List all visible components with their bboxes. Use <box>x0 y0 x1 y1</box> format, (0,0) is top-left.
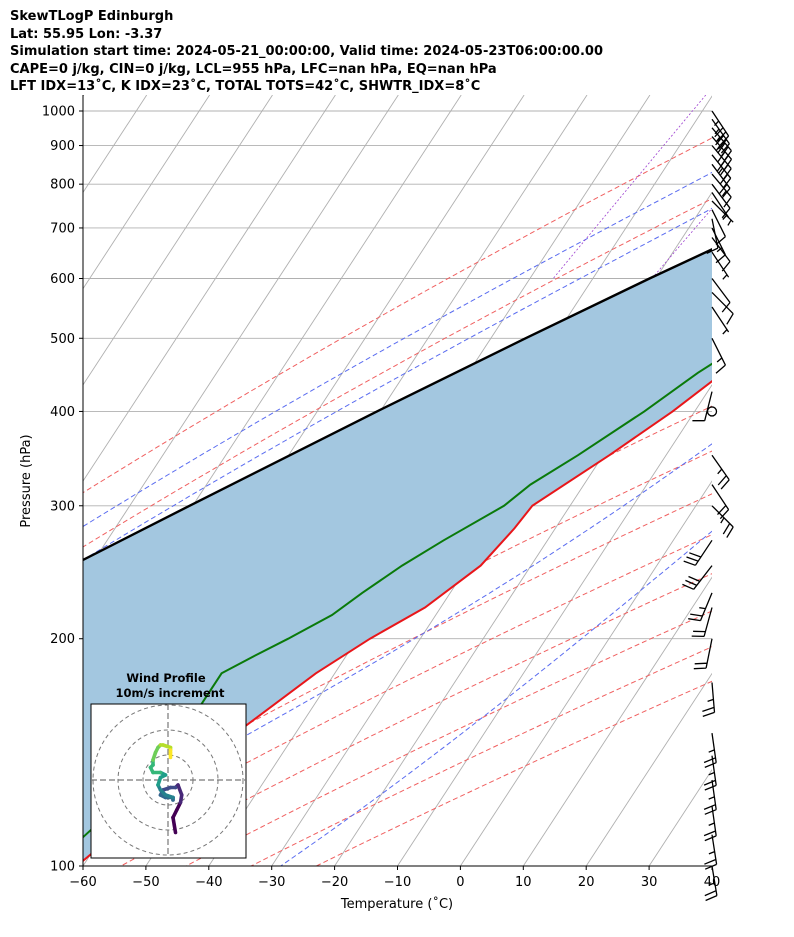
mixing-ratio-line <box>750 95 794 279</box>
chart-title: SkewTLogP Edinburgh <box>10 9 174 24</box>
x-tick-label: −40 <box>195 875 222 890</box>
moist-adiabat-line <box>83 443 712 828</box>
wind-barb <box>711 505 734 538</box>
wind-barb <box>703 755 717 791</box>
wind-barb <box>703 779 717 815</box>
x-tick-label: 40 <box>704 875 721 890</box>
isotherm-line <box>522 576 712 866</box>
tick-labels: −60 −50 −40 −30 −20 −10 0 10 20 30 40 1000 900 800 700… <box>42 104 720 890</box>
x-tick-label: −50 <box>132 875 159 890</box>
wind-barb <box>688 592 713 622</box>
wind-barb <box>711 306 730 335</box>
hodograph-inset: Wind Profile 10m/s increment <box>90 671 247 859</box>
wind-barb <box>711 118 730 154</box>
wind-barb <box>711 154 732 189</box>
wind-barb <box>711 183 731 219</box>
wind-barb <box>711 291 734 325</box>
wind-barb <box>702 682 716 718</box>
y-tick-label: 1000 <box>42 104 75 119</box>
wind-barb <box>704 865 718 902</box>
dry-adiabat-line <box>316 680 712 866</box>
x-tick-label: −20 <box>321 875 348 890</box>
wind-barb <box>706 406 718 417</box>
y-tick-label: 200 <box>50 632 75 647</box>
wind-barb <box>711 251 730 280</box>
wind-barb <box>682 565 713 590</box>
x-tick-label: 0 <box>456 875 464 890</box>
moist-adiabat-line <box>83 171 712 528</box>
x-tick-label: 30 <box>641 875 658 890</box>
wind-barb <box>703 806 717 842</box>
wind-barb <box>711 163 731 199</box>
mixing-ratio-line <box>552 95 707 279</box>
isotherm-line <box>397 384 712 866</box>
wind-barb <box>711 110 730 146</box>
wind-barb <box>711 173 732 208</box>
x-tick-label: −30 <box>258 875 285 890</box>
x-tick-label: 10 <box>515 875 532 890</box>
dry-adiabat-line <box>185 610 712 866</box>
isotherm-line <box>0 95 21 866</box>
isotherm-line <box>83 95 273 386</box>
simulation-time-line: Simulation start time: 2024-05-21_00:00:… <box>10 44 603 59</box>
isotherm-line <box>83 95 462 675</box>
y-tick-label: 400 <box>50 405 75 420</box>
temperature-line <box>83 379 712 863</box>
wind-barb <box>704 834 718 870</box>
y-axis-title: Pressure (hPa) <box>19 434 34 527</box>
dry-adiabat-line <box>120 573 712 866</box>
x-tick-label: −60 <box>69 875 96 890</box>
wind-barb <box>693 638 713 670</box>
dry-adiabat-line <box>83 137 712 494</box>
parcel-line <box>83 248 712 562</box>
y-tick-label: 100 <box>50 860 75 875</box>
isotherm-line <box>83 95 85 98</box>
wind-barb <box>711 145 732 179</box>
wind-barb <box>692 391 713 422</box>
hodograph-subtitle: 10m/s increment <box>116 686 225 700</box>
wind-barb <box>683 539 713 566</box>
wind-barb <box>691 607 713 638</box>
dry-adiabat-line <box>83 198 712 548</box>
x-tick-label: −10 <box>384 875 411 890</box>
isotherm-line <box>334 287 712 866</box>
wind-barb <box>711 454 730 490</box>
isotherm-line <box>83 95 399 579</box>
isotherm-line <box>83 95 210 290</box>
y-tick-label: 700 <box>50 221 75 236</box>
cape-cin-line: CAPE=0 j/kg, CIN=0 j/kg, LCL=955 hPa, LF… <box>10 61 497 77</box>
isotherm-line <box>460 480 712 866</box>
wind-barbs <box>682 110 734 902</box>
location-line: Lat: 55.95 Lon: -3.37 <box>10 26 163 42</box>
y-tick-label: 900 <box>50 139 75 154</box>
x-axis-title: Temperature (˚C) <box>340 896 453 912</box>
isotherm-line <box>585 672 712 866</box>
wind-barb <box>711 338 726 374</box>
wind-barb <box>703 733 717 769</box>
indices-line: LFT IDX=13˚C, K IDX=23˚C, TOTAL TOTS=42˚… <box>10 79 481 94</box>
y-tick-label: 500 <box>50 332 75 347</box>
y-tick-label: 300 <box>50 499 75 514</box>
dewpoint-line <box>83 362 712 839</box>
x-tick-label: 20 <box>578 875 595 890</box>
chart-header: SkewTLogP Edinburgh Lat: 55.95 Lon: -3.3… <box>10 8 603 96</box>
y-tick-label: 600 <box>50 272 75 287</box>
wind-barb <box>711 200 734 226</box>
hodograph-title: Wind Profile <box>126 671 206 685</box>
y-tick-label: 800 <box>50 178 75 193</box>
